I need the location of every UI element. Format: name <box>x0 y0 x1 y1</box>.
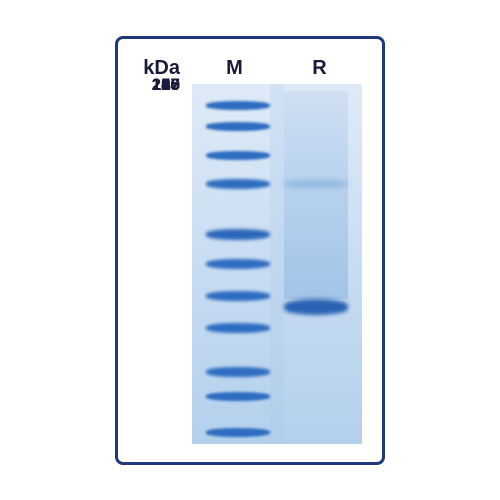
marker-lane-band-0 <box>206 101 271 110</box>
gel-figure-frame: kDa 25018012510065554535251710 MR <box>115 36 385 465</box>
kda-label-10: 10 <box>161 75 180 95</box>
marker-lane-band-3 <box>206 179 271 189</box>
marker-lane-band-9 <box>206 392 271 401</box>
gel-area <box>192 84 362 444</box>
lane-headers: MR <box>192 57 362 80</box>
marker-lane-band-8 <box>206 367 271 377</box>
marker-lane-band-6 <box>206 291 271 301</box>
marker-lane-band-4 <box>206 229 271 240</box>
gel-container: MR <box>192 57 362 444</box>
lane-header-r: R <box>277 57 362 80</box>
sample-lane-band-1 <box>284 299 349 315</box>
marker-lane-band-5 <box>206 259 271 269</box>
marker-lane <box>206 84 271 444</box>
marker-lane-band-10 <box>206 428 271 437</box>
sample-lane-smear <box>284 91 349 300</box>
marker-lane-band-7 <box>206 323 271 333</box>
kda-axis: kDa 25018012510065554535251710 <box>138 57 180 85</box>
lane-header-m: M <box>192 57 277 80</box>
marker-lane-band-1 <box>206 122 271 131</box>
sample-lane <box>284 84 349 444</box>
marker-lane-band-2 <box>206 151 271 160</box>
